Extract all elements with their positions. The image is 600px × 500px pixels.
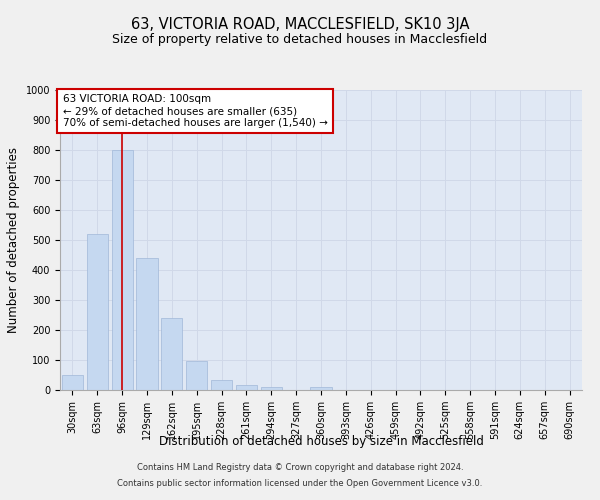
Text: 63, VICTORIA ROAD, MACCLESFIELD, SK10 3JA: 63, VICTORIA ROAD, MACCLESFIELD, SK10 3J…: [131, 18, 469, 32]
Text: Contains HM Land Registry data © Crown copyright and database right 2024.: Contains HM Land Registry data © Crown c…: [137, 464, 463, 472]
Bar: [186, 361, 207, 390]
Text: Distribution of detached houses by size in Macclesfield: Distribution of detached houses by size …: [158, 435, 484, 448]
Text: 63 VICTORIA ROAD: 100sqm
← 29% of detached houses are smaller (635)
70% of semi-: 63 VICTORIA ROAD: 100sqm ← 29% of detach…: [62, 94, 328, 128]
Text: Size of property relative to detached houses in Macclesfield: Size of property relative to detached ho…: [112, 32, 488, 46]
Bar: [310, 387, 332, 390]
Bar: [112, 150, 133, 390]
Bar: [211, 380, 232, 390]
Bar: [261, 387, 282, 390]
Y-axis label: Number of detached properties: Number of detached properties: [7, 147, 20, 333]
Bar: [62, 375, 83, 390]
Bar: [161, 318, 182, 390]
Text: Contains public sector information licensed under the Open Government Licence v3: Contains public sector information licen…: [118, 478, 482, 488]
Bar: [136, 258, 158, 390]
Bar: [236, 385, 257, 390]
Bar: [87, 234, 108, 390]
